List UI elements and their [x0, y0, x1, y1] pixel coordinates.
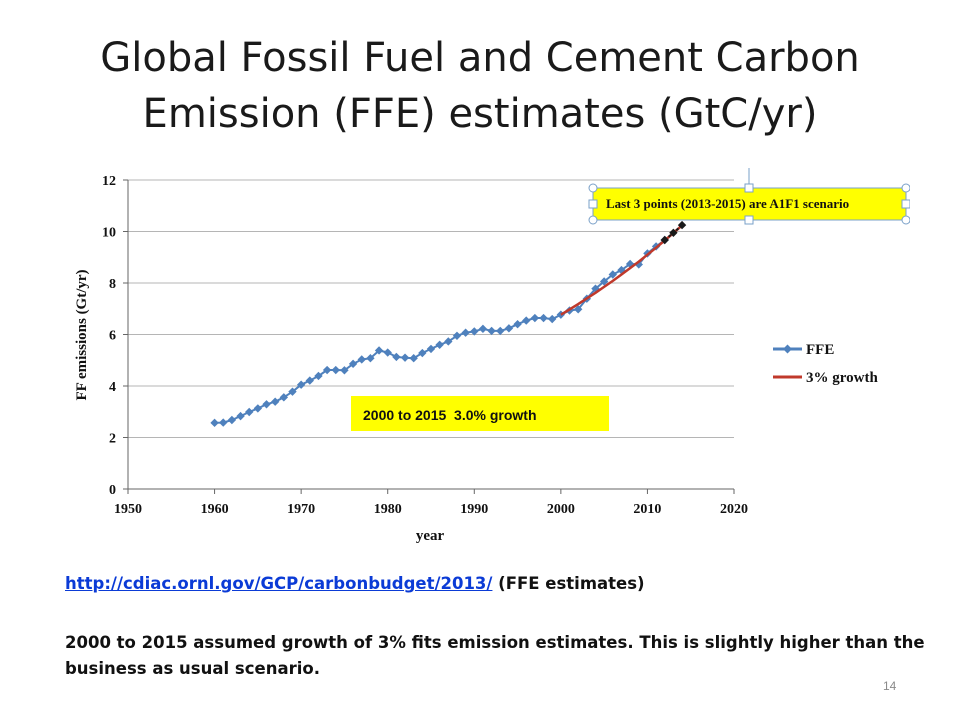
data-point	[357, 355, 366, 364]
data-point	[219, 418, 228, 427]
source-link-note: (FFE estimates)	[492, 574, 645, 593]
legend: FFE 3% growth	[773, 342, 878, 386]
data-point	[392, 352, 401, 362]
tick-labels: 0 2 4 6 8 10 12 1950 1960 1970 1980 1990 2000 2010 202…	[102, 174, 748, 517]
x-axis-label: year	[416, 528, 445, 544]
data-point	[444, 337, 453, 346]
data-point	[236, 411, 245, 421]
data-point	[262, 400, 271, 409]
body-text: 2000 to 2015 assumed growth of 3% fits e…	[65, 633, 925, 678]
data-point	[331, 365, 340, 375]
data-point	[504, 324, 514, 333]
handle-top-right[interactable]	[901, 183, 910, 193]
data-point	[314, 371, 323, 381]
y-tick-label: 12	[102, 174, 116, 189]
x-tick-label: 1990	[460, 502, 488, 517]
data-point	[426, 344, 436, 354]
series-line-1	[560, 224, 683, 316]
legend-3pct-label: 3% growth	[806, 370, 878, 386]
data-point	[253, 404, 263, 413]
a1f1-annotation-box[interactable]	[592, 187, 907, 221]
slide-title: Global Fossil Fuel and Cement Carbon Emi…	[100, 35, 860, 137]
data-point	[478, 324, 488, 334]
y-tick-label: 10	[102, 226, 116, 241]
source-line: http://cdiac.ornl.gov/GCP/carbonbudget/2…	[65, 574, 645, 593]
x-tick-label: 1980	[374, 502, 402, 517]
legend-item-ffe: FFE	[773, 342, 834, 358]
data-point	[539, 313, 548, 323]
data-point	[522, 316, 531, 325]
data-point	[634, 260, 643, 269]
handle-bottom-right[interactable]	[901, 215, 910, 225]
data-point	[452, 331, 462, 340]
x-tick-label: 1950	[114, 502, 142, 517]
data-point	[496, 326, 505, 336]
x-tick-label: 2020	[720, 502, 748, 517]
data-point	[210, 418, 219, 428]
handle-middle-left[interactable]	[588, 199, 598, 209]
data-point	[548, 314, 557, 324]
data-point	[245, 407, 254, 417]
handle-bottom-middle[interactable]	[744, 215, 754, 225]
legend-ffe-marker	[783, 344, 792, 354]
data-point	[608, 270, 617, 279]
data-point	[279, 393, 289, 402]
data-point	[288, 387, 297, 396]
data-point	[400, 353, 410, 362]
growth-annotation-box	[351, 396, 609, 431]
data-point	[340, 366, 349, 375]
x-tick-label: 2000	[547, 502, 575, 517]
a1f1-annotation-text: Last 3 points (2013-2015) are A1F1 scena…	[606, 196, 849, 211]
data-point	[487, 326, 496, 336]
data-point	[409, 353, 418, 363]
source-link[interactable]: http://cdiac.ornl.gov/GCP/carbonbudget/2…	[65, 574, 493, 593]
y-tick-label: 2	[109, 432, 116, 447]
selection-handles[interactable]	[588, 183, 910, 225]
data-point	[669, 228, 678, 237]
handle-top-middle[interactable]	[744, 183, 754, 193]
data-point	[677, 220, 687, 230]
y-tick-label: 8	[109, 277, 116, 292]
handle-bottom-left[interactable]	[588, 215, 598, 225]
data-point	[435, 340, 444, 349]
handle-middle-right[interactable]	[901, 199, 910, 209]
data-point	[305, 376, 314, 385]
data-point	[573, 305, 583, 314]
data-point	[461, 328, 470, 337]
data-point	[530, 313, 540, 323]
data-point	[599, 277, 609, 286]
grid-lines	[128, 179, 734, 438]
data-point	[418, 348, 427, 358]
x-tick-label: 2010	[633, 502, 661, 517]
x-tick-label: 1970	[287, 502, 315, 517]
handle-top-left[interactable]	[588, 183, 598, 193]
y-axis-label: FF emissions (Gt/yr)	[74, 269, 90, 400]
legend-ffe-label: FFE	[806, 342, 834, 358]
data-point	[383, 348, 392, 357]
axes	[123, 179, 735, 494]
y-tick-label: 0	[109, 483, 116, 498]
legend-item-3pct-growth: 3% growth	[773, 370, 878, 386]
data-point	[513, 320, 522, 329]
data-point	[625, 259, 635, 269]
data-point	[366, 353, 375, 363]
data-point	[270, 397, 280, 406]
y-tick-label: 6	[109, 329, 116, 344]
x-tick-label: 1960	[201, 502, 229, 517]
page-number: 14	[883, 679, 897, 693]
data-point	[227, 415, 237, 425]
data-point	[348, 359, 358, 369]
data-point	[660, 235, 669, 245]
emissions-chart: 0 2 4 6 8 10 12 1950 1960 1970 1980 1990 2000 2010 202…	[74, 168, 910, 544]
y-tick-label: 4	[109, 380, 116, 395]
growth-annotation-text: 2000 to 2015 3.0% growth	[363, 407, 537, 423]
